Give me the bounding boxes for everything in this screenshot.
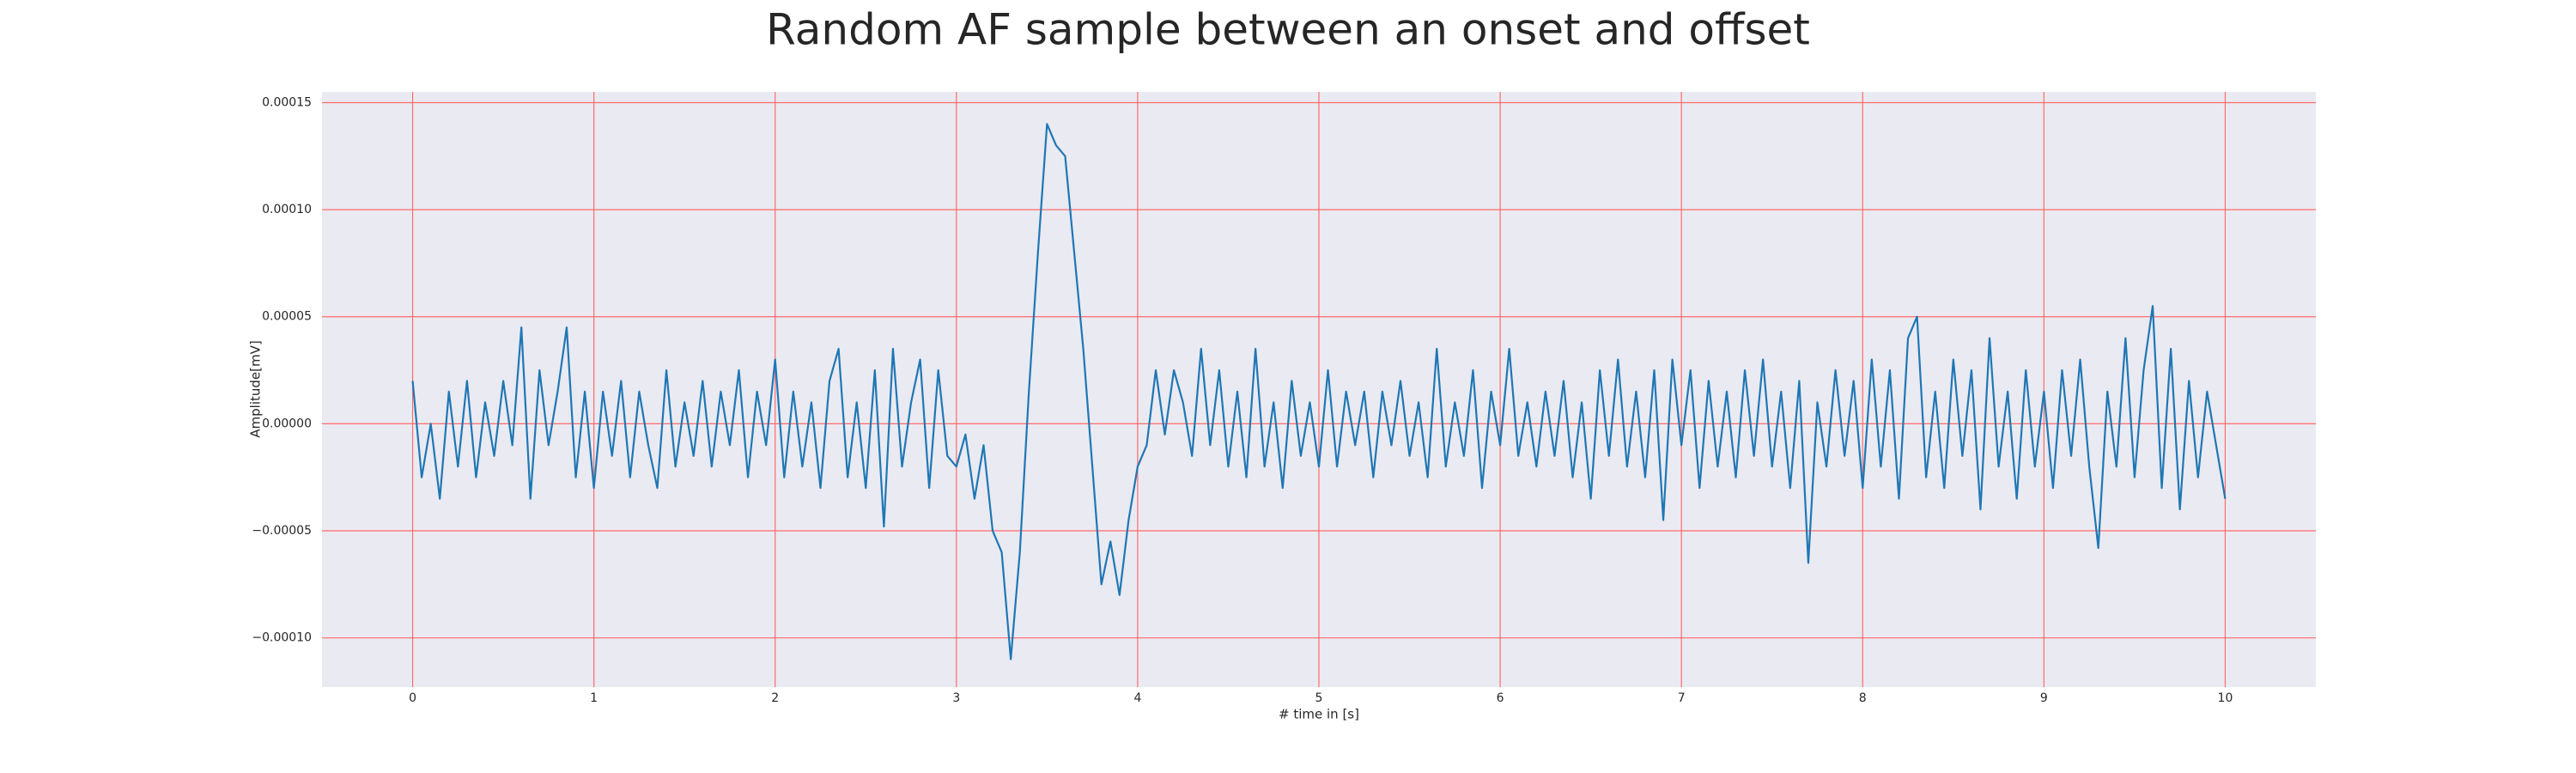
- x-tick-label: 1: [590, 691, 598, 705]
- y-tick-label: 0.00000: [262, 417, 312, 430]
- x-tick-label: 5: [1315, 691, 1323, 705]
- y-tick-label: 0.00010: [262, 203, 312, 216]
- x-tick-label: 3: [952, 691, 960, 705]
- x-tick-label: 4: [1133, 691, 1141, 705]
- x-tick-label: 8: [1859, 691, 1867, 705]
- y-tick-label: −0.00010: [252, 631, 312, 645]
- x-tick-label: 0: [409, 691, 416, 705]
- data-line: [411, 123, 2227, 660]
- y-axis-label: Amplitude[mV]: [248, 340, 264, 437]
- x-tick-label: 6: [1497, 691, 1504, 705]
- chart-title: Random AF sample between an onset and of…: [766, 5, 1810, 55]
- x-axis-label: # time in [s]: [1279, 707, 1359, 722]
- y-tick-label: 0.00015: [262, 95, 312, 109]
- y-tick-label: 0.00005: [262, 310, 312, 324]
- x-tick-label: 10: [2218, 691, 2233, 705]
- y-tick-label: −0.00005: [252, 524, 312, 538]
- x-tick-label: 9: [2040, 691, 2048, 705]
- x-tick-label: 7: [1678, 691, 1686, 705]
- x-tick-label: 2: [771, 691, 779, 705]
